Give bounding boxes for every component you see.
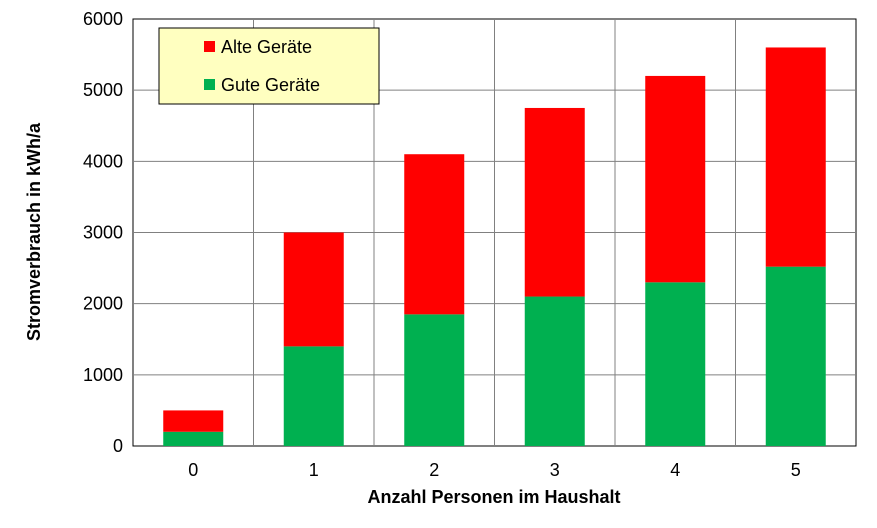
legend-label-gute-geraete: Gute Geräte [221, 75, 320, 95]
x-axis-tick-labels: 0 1 2 3 4 5 [188, 460, 801, 480]
bar-gute-geraete-2 [404, 314, 465, 446]
bars [163, 47, 826, 446]
legend-label-alte-geraete: Alte Geräte [221, 37, 312, 57]
bar-alte-geraete-4 [645, 75, 706, 283]
bar-gute-geraete-0 [163, 431, 224, 446]
gridlines [133, 19, 856, 446]
x-tick-label: 1 [309, 460, 319, 480]
y-tick-label: 1000 [83, 365, 123, 385]
y-tick-label: 2000 [83, 294, 123, 314]
bar-gute-geraete-5 [765, 266, 826, 446]
x-axis-title: Anzahl Personen im Haushalt [367, 487, 620, 507]
y-tick-label: 4000 [83, 151, 123, 171]
x-tick-label: 2 [429, 460, 439, 480]
x-tick-label: 0 [188, 460, 198, 480]
legend-swatch-alte-geraete [204, 41, 215, 52]
y-tick-label: 0 [113, 436, 123, 456]
bar-gute-geraete-1 [283, 346, 344, 446]
x-tick-label: 5 [791, 460, 801, 480]
bar-gute-geraete-3 [524, 296, 585, 446]
bar-alte-geraete-5 [765, 47, 826, 267]
bar-gute-geraete-4 [645, 282, 706, 446]
bar-alte-geraete-0 [163, 410, 224, 432]
y-axis-tick-labels: 0 1000 2000 3000 4000 5000 6000 [83, 9, 123, 456]
y-tick-label: 3000 [83, 223, 123, 243]
y-axis-title: Stromverbrauch in kWh/a [24, 122, 44, 341]
x-tick-label: 4 [670, 460, 680, 480]
bar-alte-geraete-1 [283, 232, 344, 347]
bar-alte-geraete-2 [404, 154, 465, 315]
x-tick-label: 3 [550, 460, 560, 480]
y-tick-label: 6000 [83, 9, 123, 29]
y-tick-label: 5000 [83, 80, 123, 100]
legend-swatch-gute-geraete [204, 79, 215, 90]
legend: Alte Geräte Gute Geräte [158, 27, 380, 105]
bar-alte-geraete-3 [524, 107, 585, 297]
legend-box [158, 27, 380, 105]
